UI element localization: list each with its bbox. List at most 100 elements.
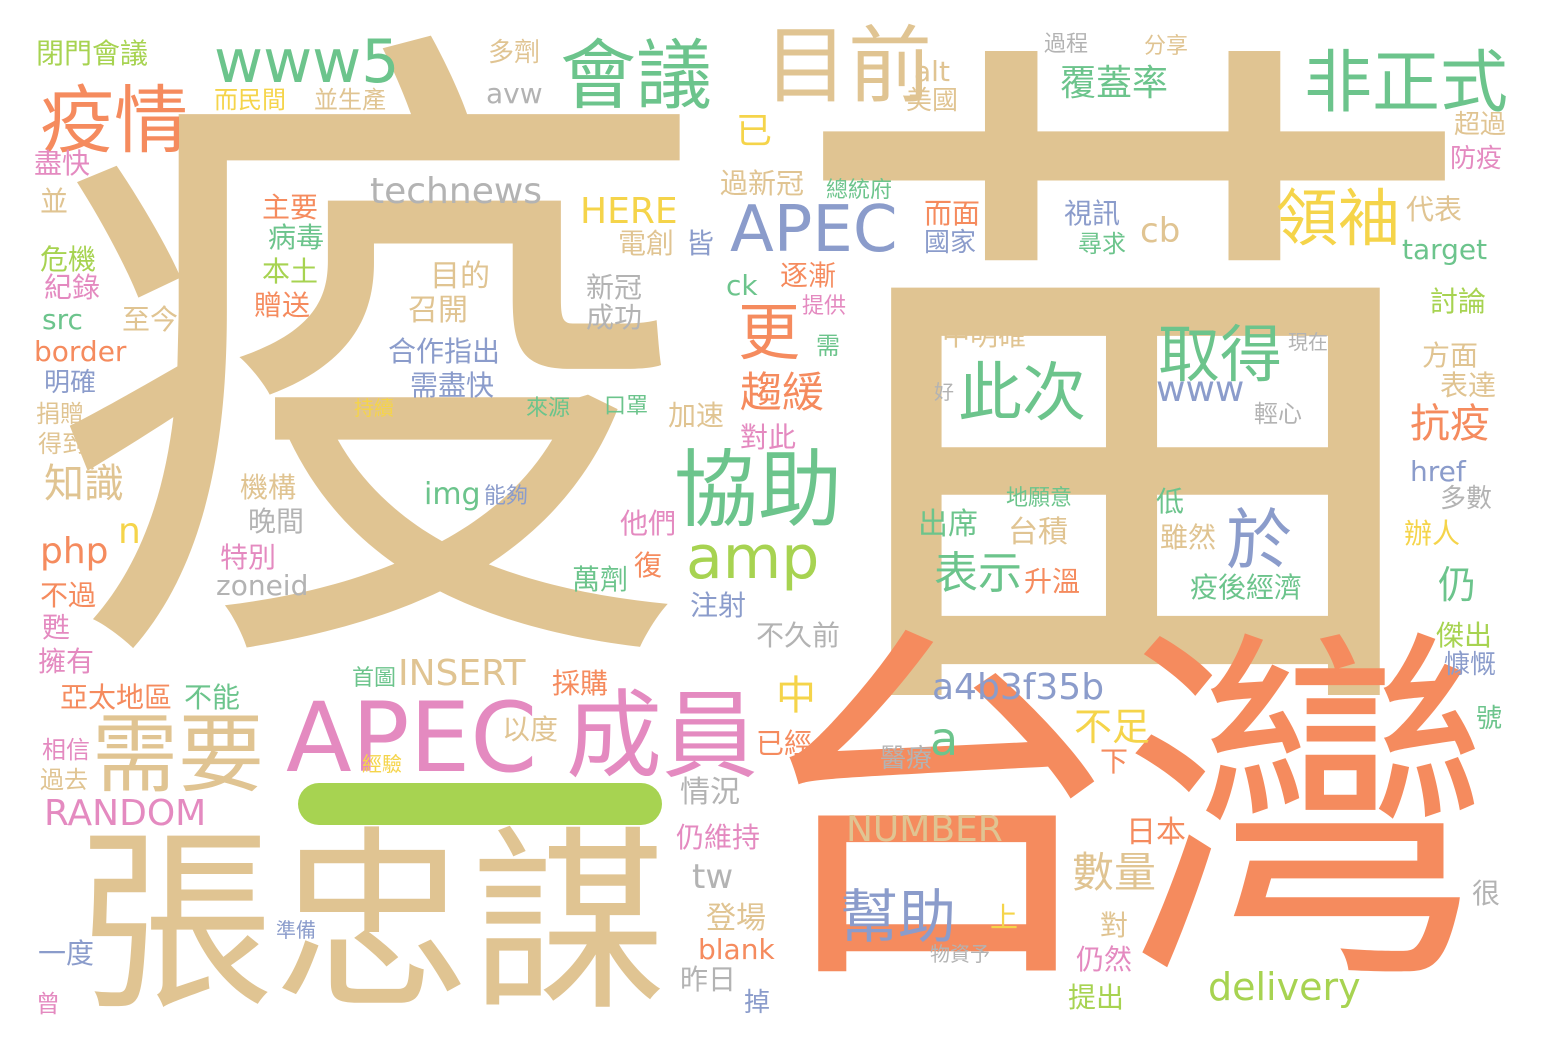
word: blank — [698, 933, 775, 966]
word: 相信 — [42, 736, 90, 764]
word: 贈送 — [254, 289, 311, 322]
word: www — [1156, 369, 1245, 410]
word: 曾 — [36, 990, 60, 1018]
word: 需 — [816, 332, 840, 360]
word: 不能 — [184, 681, 241, 714]
word: 昨日 — [680, 963, 737, 996]
word: 亞太地區 — [60, 681, 173, 714]
word: 慷慨 — [1444, 650, 1497, 680]
word: php — [40, 531, 109, 572]
word: 數量 — [1072, 848, 1157, 897]
word: 表示 — [934, 548, 1022, 599]
word: 機構 — [240, 471, 297, 504]
word: 視訊 — [1064, 197, 1121, 230]
word: 而面 — [924, 197, 981, 230]
word: 盡快 — [34, 147, 91, 180]
word: 登場 — [706, 901, 766, 936]
word: 不久前 — [756, 619, 841, 652]
word: 不足 — [1074, 705, 1151, 749]
word: 美國 — [906, 86, 959, 116]
word: INSERT — [398, 653, 526, 694]
word: 輕心 — [1254, 400, 1302, 428]
word: 疫 — [48, 0, 708, 750]
word: 代表 — [1406, 193, 1463, 226]
word: 經驗 — [362, 752, 402, 776]
word: 加速 — [668, 399, 725, 432]
word: 並生產 — [314, 86, 386, 114]
word: technews — [370, 171, 543, 212]
word: 仍維持 — [676, 821, 761, 854]
word: img — [424, 477, 481, 512]
word: 紀錄 — [44, 271, 101, 304]
word: cb — [1140, 211, 1181, 251]
word: ck — [726, 269, 758, 302]
word: 多劑 — [488, 38, 541, 68]
word: 苗 — [784, 0, 1484, 805]
word: 一度 — [38, 937, 95, 970]
word: border — [34, 335, 127, 368]
word: 雖然 — [1160, 521, 1217, 554]
word: 中明確 — [942, 319, 1027, 352]
word: 得到 — [38, 430, 86, 458]
word: 分享 — [1144, 34, 1189, 59]
word: 非正式 — [1304, 44, 1509, 123]
word: 危機 — [40, 243, 97, 276]
word: tw — [692, 857, 734, 897]
word: www5 — [214, 27, 400, 97]
word: 方面 — [1422, 339, 1479, 372]
word: alt — [914, 55, 950, 88]
word: 傑出 — [1436, 619, 1493, 652]
word: 知識 — [44, 461, 124, 507]
word: 需盡快 — [410, 369, 495, 402]
word: 表達 — [1440, 369, 1497, 402]
word: 目的 — [430, 259, 490, 294]
word: target — [1402, 233, 1488, 266]
word: 此次 — [958, 357, 1086, 431]
word: n — [118, 511, 141, 552]
word: 持續 — [354, 396, 394, 420]
word: NUMBER — [846, 809, 1003, 850]
word: 台灣 — [752, 600, 1492, 1030]
word: HERE — [580, 191, 678, 232]
word: 病毒 — [268, 221, 325, 254]
word: 他們 — [620, 507, 677, 540]
word: 好 — [934, 380, 954, 404]
word: 甦 — [42, 611, 71, 644]
word: 逐漸 — [780, 259, 837, 292]
word: RANDOM — [44, 793, 207, 834]
word: APEC — [730, 193, 898, 267]
word: 口罩 — [604, 394, 649, 419]
word: delivery — [1208, 965, 1361, 1009]
word: 過新冠 — [720, 167, 805, 200]
word: 提出 — [1068, 981, 1125, 1014]
word: 新冠 — [586, 271, 643, 304]
word: 總統府 — [826, 178, 893, 203]
word: a — [930, 712, 959, 766]
word: 首圖 — [352, 666, 397, 691]
word: 主要 — [262, 191, 319, 224]
word: 對 — [1100, 909, 1129, 942]
word: 成功 — [586, 301, 643, 334]
word: 而民間 — [214, 86, 286, 114]
word: 不過 — [40, 579, 97, 612]
word: 採購 — [552, 667, 609, 700]
word: 更 — [738, 296, 801, 369]
word: src — [42, 303, 83, 336]
word: 掉 — [744, 988, 771, 1018]
word: 低 — [1156, 485, 1185, 518]
word: 台積 — [1008, 515, 1068, 550]
word: 辦人 — [1404, 517, 1461, 550]
word: 幫助 — [840, 883, 957, 951]
word: 復 — [634, 549, 663, 582]
word: 現在 — [1288, 330, 1328, 354]
word: 疫情 — [40, 78, 188, 164]
word: 抗疫 — [1410, 401, 1490, 447]
word: 並 — [40, 185, 69, 218]
word: 張忠謀 — [78, 810, 667, 1038]
word: 醫療 — [880, 744, 933, 774]
word: 多數 — [1440, 484, 1493, 514]
word: 至今 — [122, 303, 179, 336]
word: 中 — [776, 673, 816, 719]
word: 出席 — [918, 507, 978, 542]
